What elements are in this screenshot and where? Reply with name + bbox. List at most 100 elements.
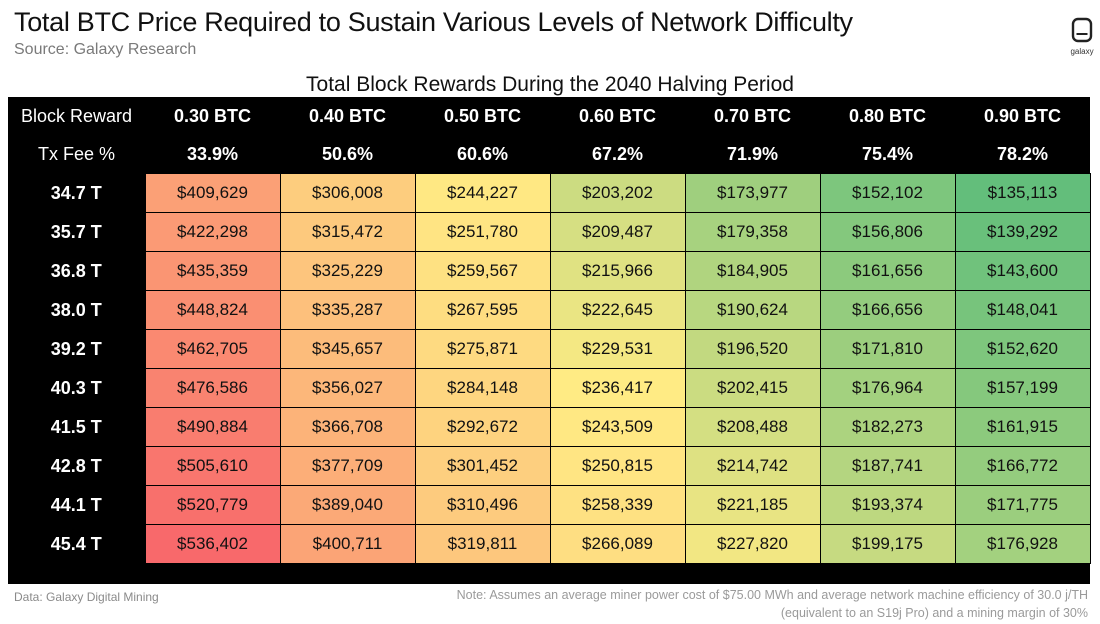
table-row: 41.5 T $490,884 $366,708 $292,672 $243,509 $2… [8,407,1091,447]
heatmap-cell: $190,624 [684,290,821,330]
heatmap-cell: $435,359 [144,251,281,291]
heatmap-cell: $187,741 [819,446,956,486]
tx-fee-column-header: 67.2% [550,135,685,174]
difficulty-label: 42.8 T [8,446,145,486]
heatmap-cell: $182,273 [819,407,956,447]
heatmap-cell: $214,742 [684,446,821,486]
heatmap-table: Block Reward 0.30 BTC 0.40 BTC 0.50 BTC 0.6… [8,97,1091,564]
heatmap-cell: $301,452 [414,446,551,486]
heatmap-cell: $377,709 [279,446,416,486]
heatmap-cell: $222,645 [549,290,686,330]
galaxy-logo-text: galaxy [1070,47,1094,56]
heatmap-cell: $229,531 [549,329,686,369]
block-reward-column-header: 0.90 BTC [955,97,1090,135]
galaxy-logo: galaxy [1062,16,1100,62]
block-reward-column-header: 0.40 BTC [280,97,415,135]
difficulty-label: 38.0 T [8,290,145,330]
difficulty-label: 39.2 T [8,329,145,369]
heatmap-cell: $250,815 [549,446,686,486]
heatmap-cell: $476,586 [144,368,281,408]
heatmap-cell: $310,496 [414,485,551,525]
table-row: 36.8 T $435,359 $325,229 $259,567 $215,966 $1… [8,251,1091,291]
heatmap-cell: $135,113 [954,173,1091,213]
table-row: 44.1 T $520,779 $389,040 $310,496 $258,339 $2… [8,485,1091,525]
note-line-1: Note: Assumes an average miner power cos… [456,588,1088,602]
difficulty-label: 41.5 T [8,407,145,447]
heatmap-cell: $244,227 [414,173,551,213]
page-subtitle: Source: Galaxy Research [14,41,197,58]
heatmap-cell: $422,298 [144,212,281,252]
heatmap-cell: $315,472 [279,212,416,252]
note-line-2: (equivalent to an S19j Pro) and a mining… [780,606,1088,620]
table-row: 39.2 T $462,705 $345,657 $275,871 $229,531 $1… [8,329,1091,369]
data-source: Data: Galaxy Digital Mining [14,590,159,604]
heatmap-cell: $267,595 [414,290,551,330]
heatmap-cell: $275,871 [414,329,551,369]
heatmap-cell: $221,185 [684,485,821,525]
page-title: Total BTC Price Required to Sustain Vari… [14,7,853,37]
tx-fee-column-header: 33.9% [145,135,280,174]
difficulty-label: 44.1 T [8,485,145,525]
table-row: 40.3 T $476,586 $356,027 $284,148 $236,417 $2… [8,368,1091,408]
tx-fee-header-row: Tx Fee % 33.9% 50.6% 60.6% 67.2% 71.9% 75.4% 7… [8,135,1090,174]
heatmap-cell: $157,199 [954,368,1091,408]
block-reward-header-row: Block Reward 0.30 BTC 0.40 BTC 0.50 BTC 0.6… [8,97,1090,135]
heatmap-cell: $505,610 [144,446,281,486]
table-title: Total Block Rewards During the 2040 Halv… [306,73,794,96]
heatmap-cell: $179,358 [684,212,821,252]
heatmap-cell: $325,229 [279,251,416,291]
block-reward-column-header: 0.80 BTC [820,97,955,135]
tx-fee-column-header: 60.6% [415,135,550,174]
heatmap-cell: $448,824 [144,290,281,330]
heatmap-cell: $152,102 [819,173,956,213]
heatmap-cell: $203,202 [549,173,686,213]
block-reward-column-header: 0.60 BTC [550,97,685,135]
table-row: 35.7 T $422,298 $315,472 $251,780 $209,487 $1… [8,212,1091,252]
heatmap-cell: $335,287 [279,290,416,330]
heatmap-cell: $161,656 [819,251,956,291]
heatmap-cell: $520,779 [144,485,281,525]
tx-fee-column-header: 78.2% [955,135,1090,174]
heatmap-cell: $166,772 [954,446,1091,486]
difficulty-label: 34.7 T [8,173,145,213]
heatmap-cell: $143,600 [954,251,1091,291]
heatmap-cell: $251,780 [414,212,551,252]
heatmap-cell: $258,339 [549,485,686,525]
heatmap-cell: $171,775 [954,485,1091,525]
heatmap-cell: $156,806 [819,212,956,252]
difficulty-label: 40.3 T [8,368,145,408]
heatmap-cell: $196,520 [684,329,821,369]
heatmap-table-container: Block Reward 0.30 BTC 0.40 BTC 0.50 BTC 0.6… [8,97,1091,584]
heatmap-body: 34.7 T $409,629 $306,008 $244,227 $203,202 $1… [8,173,1091,564]
heatmap-cell: $536,402 [144,524,281,564]
tx-fee-label: Tx Fee % [8,135,145,174]
heatmap-cell: $259,567 [414,251,551,291]
heatmap-cell: $176,928 [954,524,1091,564]
heatmap-cell: $409,629 [144,173,281,213]
heatmap-cell: $184,905 [684,251,821,291]
heatmap-cell: $199,175 [819,524,956,564]
heatmap-cell: $462,705 [144,329,281,369]
heatmap-cell: $292,672 [414,407,551,447]
heatmap-cell: $400,711 [279,524,416,564]
tx-fee-column-header: 50.6% [280,135,415,174]
heatmap-cell: $176,964 [819,368,956,408]
block-reward-column-header: 0.30 BTC [145,97,280,135]
heatmap-cell: $152,620 [954,329,1091,369]
table-row: 45.4 T $536,402 $400,711 $319,811 $266,089 $2… [8,524,1091,564]
tx-fee-column-header: 71.9% [685,135,820,174]
heatmap-cell: $139,292 [954,212,1091,252]
tx-fee-column-header: 75.4% [820,135,955,174]
heatmap-cell: $490,884 [144,407,281,447]
heatmap-cell: $319,811 [414,524,551,564]
heatmap-cell: $209,487 [549,212,686,252]
heatmap-cell: $236,417 [549,368,686,408]
heatmap-cell: $148,041 [954,290,1091,330]
galaxy-logo-icon [1071,17,1093,43]
block-reward-column-header: 0.70 BTC [685,97,820,135]
heatmap-cell: $366,708 [279,407,416,447]
heatmap-cell: $389,040 [279,485,416,525]
heatmap-cell: $284,148 [414,368,551,408]
heatmap-cell: $202,415 [684,368,821,408]
heatmap-cell: $166,656 [819,290,956,330]
